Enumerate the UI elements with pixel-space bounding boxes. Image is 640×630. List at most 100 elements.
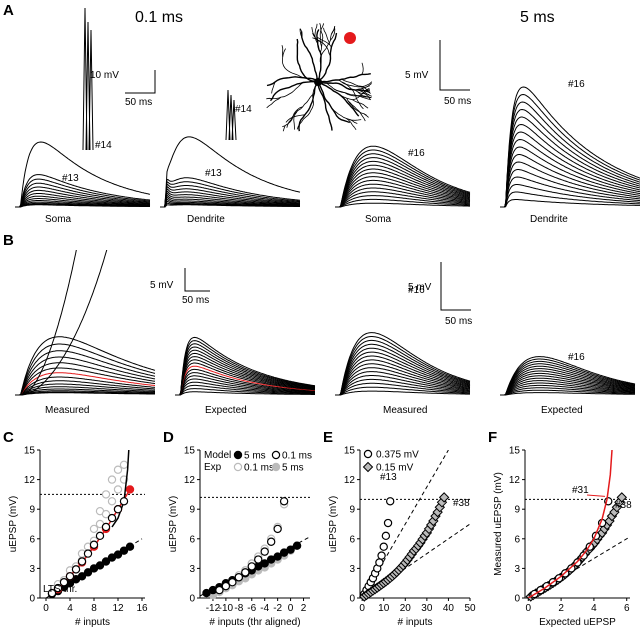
trace <box>175 336 316 396</box>
x-tick-label: -10 <box>219 603 234 614</box>
spike <box>88 29 94 151</box>
y-axis-label: uEPSP (mV) <box>328 496 339 553</box>
dendrite-branch <box>360 86 372 97</box>
circle-marker <box>77 572 87 581</box>
y-tick-label: 9 <box>349 505 355 516</box>
circle-marker <box>363 449 373 459</box>
trace <box>500 372 636 396</box>
circle-marker <box>233 450 243 460</box>
annotation: #13 <box>380 472 397 483</box>
trace <box>175 346 316 396</box>
circle-marker <box>241 568 250 577</box>
trace <box>15 350 156 396</box>
dendrite-branch <box>338 79 373 88</box>
annotation-arrow <box>586 494 606 497</box>
circle-marker <box>77 557 87 566</box>
annotation: #31 <box>572 485 589 496</box>
trace <box>175 378 315 396</box>
legend-label: 0.15 mV <box>376 463 414 474</box>
trace <box>500 146 640 208</box>
trace <box>15 178 151 208</box>
circle-marker <box>260 547 269 556</box>
trace <box>335 375 471 396</box>
circle-marker <box>47 588 57 598</box>
annotation: #38 <box>615 500 632 511</box>
y-tick-label: 6 <box>514 534 520 545</box>
x-tick-label: 4 <box>67 603 73 614</box>
trace <box>500 138 640 208</box>
scale-label: 50 ms <box>445 316 472 327</box>
trace <box>15 367 156 396</box>
trace <box>15 250 77 396</box>
trace <box>175 362 316 396</box>
trace <box>335 145 471 208</box>
panel-letter: C <box>3 429 14 446</box>
dendrite-branch <box>285 114 305 123</box>
trace <box>15 343 156 396</box>
trace <box>15 388 156 396</box>
scale-bar <box>440 262 471 311</box>
annotation: #38 <box>453 498 470 509</box>
x-tick-label: 0 <box>43 603 49 614</box>
x-tick-label: -2 <box>273 603 282 614</box>
x-tick-label: 10 <box>378 603 390 614</box>
trace <box>335 149 471 208</box>
annotation: LTS thr. <box>43 584 77 595</box>
x-tick-label: 0 <box>288 603 294 614</box>
legend-label: 5 ms <box>244 451 266 462</box>
trace-annotation: #16 <box>408 148 425 159</box>
circle-marker <box>89 524 99 534</box>
trace <box>335 176 471 208</box>
trace <box>15 362 156 396</box>
panel-letter: E <box>323 429 333 446</box>
trace-caption: Dendrite <box>530 214 568 225</box>
dendrite-branch <box>296 38 319 83</box>
trace <box>500 86 640 208</box>
legend-row-label: Model <box>204 450 231 461</box>
circle-marker <box>286 545 295 554</box>
x-tick-label: 0 <box>526 603 532 614</box>
trace <box>175 388 316 396</box>
diamond-marker <box>362 461 374 473</box>
dendrite-branch <box>341 78 371 94</box>
y-tick-label: 6 <box>189 534 195 545</box>
circle-marker <box>101 490 111 499</box>
trace-caption: Expected <box>541 405 583 416</box>
circle-marker <box>247 562 256 571</box>
scale-label: 5 mV <box>150 280 174 291</box>
y-axis-label: Measured uEPSP (mV) <box>493 472 504 576</box>
circle-marker <box>228 578 237 587</box>
circle-marker <box>279 497 289 506</box>
trace <box>15 383 155 396</box>
trace <box>15 182 151 208</box>
trace <box>500 380 636 396</box>
y-tick-label: 12 <box>509 475 521 486</box>
trace-caption: Measured <box>383 405 427 416</box>
circle-marker <box>101 557 111 566</box>
trace <box>160 181 301 208</box>
trace <box>335 157 471 208</box>
trace <box>500 358 636 396</box>
dendrite-branch <box>282 125 286 132</box>
trace <box>500 370 636 396</box>
x-tick-label: 50 <box>464 603 476 614</box>
y-tick-label: 0 <box>349 594 355 605</box>
trace <box>335 359 471 396</box>
spike <box>231 99 237 141</box>
dendrite-branch <box>326 82 372 101</box>
trace <box>500 93 640 208</box>
trace <box>160 192 300 208</box>
circle-marker <box>107 475 117 484</box>
circle-marker <box>383 518 393 528</box>
y-tick-label: 6 <box>29 534 35 545</box>
diamond-marker <box>616 492 628 503</box>
scale-label: 10 mV <box>90 70 119 81</box>
dendrite-branch <box>266 76 319 87</box>
dendrite-branch <box>358 89 371 100</box>
trace <box>160 190 300 208</box>
trace <box>500 116 640 208</box>
circle-marker <box>266 537 276 546</box>
scale-bar <box>125 70 156 94</box>
legend-label: 5 ms <box>282 463 304 474</box>
trace <box>335 371 471 396</box>
